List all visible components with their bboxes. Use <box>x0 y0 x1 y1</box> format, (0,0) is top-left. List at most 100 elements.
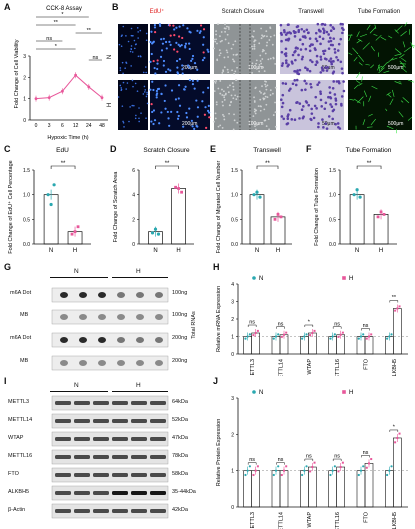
bar <box>249 194 265 245</box>
data-point <box>358 195 362 199</box>
significance-label: ns <box>334 454 340 460</box>
chart-title: Tube Formation <box>346 147 392 154</box>
y-tick-label: 0.5 <box>231 217 238 223</box>
blot-band <box>112 437 128 441</box>
data-point <box>368 335 370 338</box>
blot-dot <box>136 314 144 320</box>
data-point <box>76 225 80 229</box>
dot-row-amount: 200ng <box>172 335 188 341</box>
blot-strip <box>51 467 169 483</box>
data-point <box>280 474 283 477</box>
data-point <box>388 335 391 338</box>
blot-band <box>74 437 90 441</box>
blot-band <box>131 491 147 495</box>
data-point <box>337 335 340 338</box>
chart-title: EdU <box>56 147 69 154</box>
header-edu: EdU⁺ <box>149 9 165 15</box>
protein-label: METTL16 <box>8 453 33 459</box>
x-tick-label: 48 <box>99 123 105 129</box>
blot-band <box>93 509 109 513</box>
data-point <box>256 465 259 468</box>
data-point <box>333 465 336 468</box>
y-axis-label: Fold Change of EdU⁺ Cell Percentage <box>7 160 14 253</box>
y-tick-label: 2 <box>231 432 234 438</box>
blot-band <box>131 473 147 477</box>
x-tick-label: FTO <box>364 358 370 370</box>
blot-dot <box>98 314 106 320</box>
data-point <box>100 96 104 99</box>
group-label-n: N <box>74 268 79 275</box>
significance-bracket <box>304 458 314 462</box>
x-tick-label: METTL3 <box>250 512 256 529</box>
blot-dot <box>117 337 125 343</box>
significance-label: * <box>55 44 58 50</box>
bar <box>364 463 374 508</box>
significance-label: ns <box>306 454 312 460</box>
bar <box>336 466 345 508</box>
data-point <box>49 202 53 207</box>
blot-dot <box>117 314 125 320</box>
data-point <box>61 89 64 93</box>
x-axis-label: Hypoxic Time (h) <box>47 135 88 141</box>
blot-band <box>131 455 147 459</box>
edu-bar-chart: EdU Fold Change of EdU⁺ Cell Percentage 0.… <box>7 147 91 254</box>
blot-band <box>150 509 166 513</box>
blot-band <box>150 473 166 477</box>
scale-bar-label: 50μm <box>322 65 335 71</box>
blot-dot <box>155 314 163 320</box>
data-point <box>331 335 334 338</box>
significance-label: ns <box>46 36 52 42</box>
y-tick-label: 1.0 <box>231 193 238 199</box>
blot-band <box>112 419 128 423</box>
blot-strip <box>51 503 169 519</box>
bar <box>393 437 402 508</box>
significance-label: ns <box>249 457 255 463</box>
scale-bar-label: 50μm <box>322 121 335 127</box>
data-point <box>303 335 306 338</box>
dot-blot-panel: N H m6A Dot MB m6A Dot MB 100ng 100ng 20… <box>0 262 212 374</box>
data-point <box>396 307 399 310</box>
x-tick-label: 24 <box>86 123 92 129</box>
significance-label: ns <box>363 323 369 329</box>
y-tick-label: 0.5 <box>23 217 30 223</box>
significance-label: ns <box>278 457 284 463</box>
blot-dot <box>79 292 87 298</box>
blot-band <box>74 419 90 423</box>
data-point <box>365 337 368 340</box>
data-point <box>368 462 370 465</box>
group-line-h <box>112 277 168 278</box>
data-point <box>398 305 401 308</box>
data-point <box>272 337 275 340</box>
significance-label: ns <box>249 320 255 326</box>
group-line-h <box>112 391 168 392</box>
dot-row-label: m6A Dot <box>10 335 32 341</box>
bar <box>171 188 186 245</box>
data-point <box>153 227 158 231</box>
panel-label-b: B <box>112 2 119 12</box>
legend-label: H <box>349 390 353 396</box>
molecular-weight-label: 78kDa <box>172 453 188 459</box>
chart-title: CCK-8 Assay <box>46 6 82 12</box>
blot-band <box>55 491 71 495</box>
protein-label: FTO <box>8 471 19 477</box>
blot-band <box>112 491 128 495</box>
data-point <box>252 334 255 337</box>
molecular-weight-label: 52kDa <box>172 417 188 423</box>
data-point <box>285 331 288 334</box>
data-point <box>359 335 363 338</box>
data-point <box>70 232 74 236</box>
data-point <box>252 193 256 197</box>
panel-label-c: C <box>4 144 11 154</box>
blot-band <box>131 401 147 405</box>
x-tick-label: N <box>255 248 259 254</box>
bar <box>43 194 59 245</box>
blot-dot <box>117 292 125 298</box>
bar <box>393 308 402 355</box>
protein-label: ALKBH5 <box>8 489 30 495</box>
data-point <box>305 333 308 336</box>
data-point <box>341 461 344 464</box>
y-tick-label: 3 <box>23 54 26 60</box>
data-point <box>311 466 314 469</box>
x-tick-label: H <box>176 248 180 254</box>
data-point <box>156 232 161 236</box>
